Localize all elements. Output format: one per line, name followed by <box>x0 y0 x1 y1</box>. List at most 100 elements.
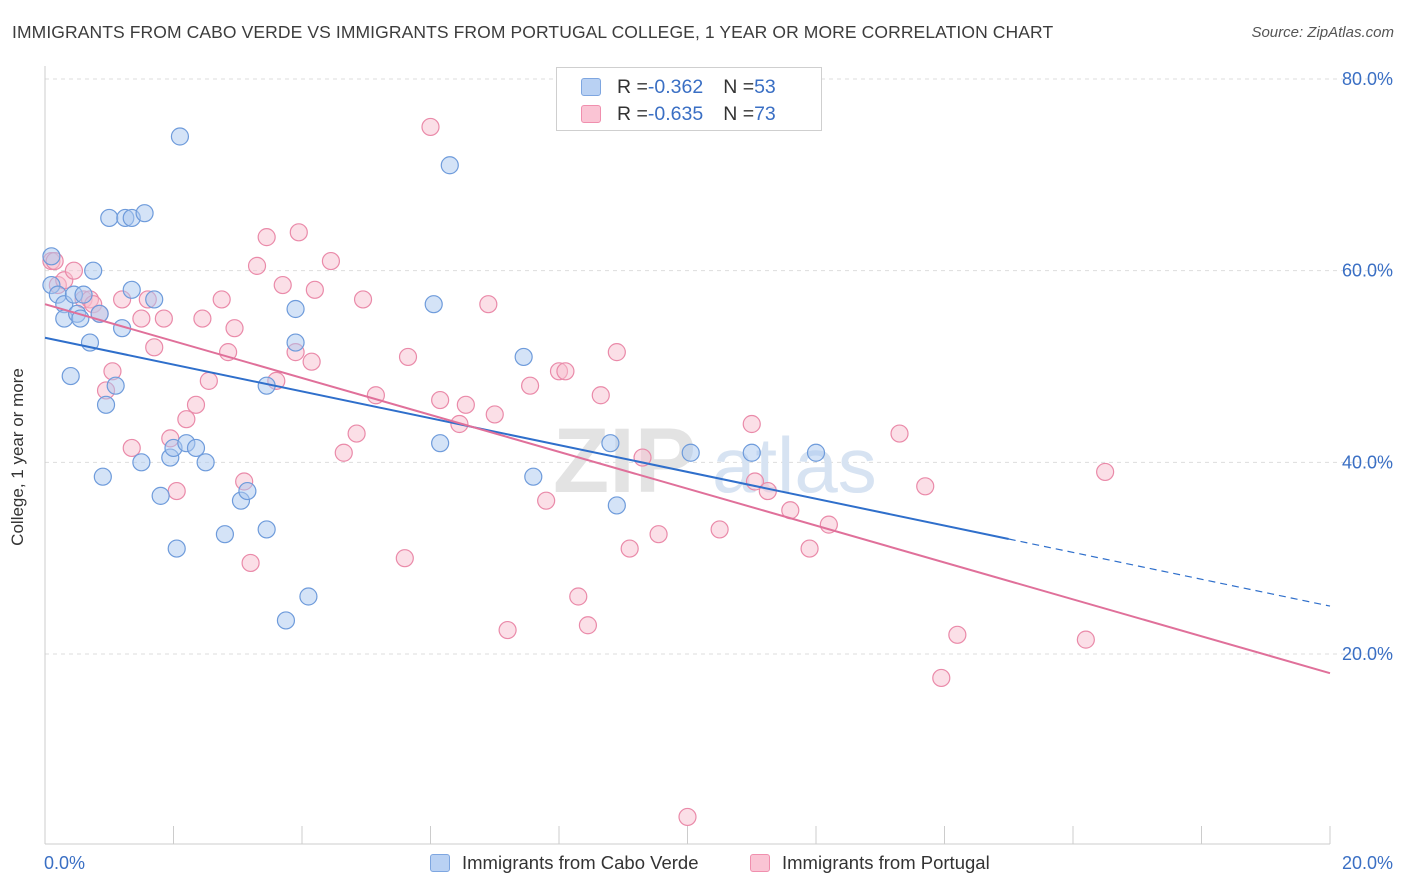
portugal-point <box>498 620 517 640</box>
portugal-point <box>289 223 308 242</box>
portugal-point <box>569 587 588 606</box>
cabo-verde-point <box>196 453 215 472</box>
cabo-verde-point <box>145 290 164 309</box>
x-tick-label: 20.0% <box>1342 853 1393 873</box>
portugal-point <box>485 405 504 424</box>
source-credit: Source: ZipAtlas.com <box>1251 24 1394 41</box>
cabo-verde-point <box>742 443 761 462</box>
axes <box>44 66 1331 845</box>
cabo-verde-point <box>96 395 116 414</box>
portugal-point <box>225 319 244 338</box>
portugal-point <box>578 616 598 635</box>
legend-n-label: N = <box>723 75 755 98</box>
portugal-point <box>334 443 353 462</box>
y-axis-label: College, 1 year or more <box>8 368 27 546</box>
cabo-verde-point <box>514 347 533 367</box>
legend-item-cabo-verde[interactable]: Immigrants from Cabo Verde <box>430 852 698 874</box>
portugal-point <box>247 256 267 275</box>
portugal-point <box>241 553 260 573</box>
cabo-verde-point <box>93 467 112 486</box>
portugal-point <box>932 668 951 688</box>
legend-row-cabo-verde: R = -0.362 N = 53 <box>581 75 776 99</box>
portugal-point <box>193 309 212 328</box>
cabo-verde-point <box>299 587 318 606</box>
portugal-point <box>520 376 540 395</box>
cabo-verde-point <box>681 443 700 462</box>
portugal-point <box>132 309 151 328</box>
portugal-point <box>607 343 626 362</box>
cabo-verde-point <box>167 539 186 558</box>
legend-r-value: -0.635 <box>647 102 704 125</box>
legend-swatch-blue <box>430 854 450 872</box>
portugal-point <box>916 477 935 496</box>
trend-lines <box>44 303 1331 675</box>
cabo-verde-point <box>61 366 80 386</box>
cabo-verde-point <box>238 481 257 501</box>
portugal-point <box>1096 462 1115 482</box>
cabo-verde-point <box>170 127 190 146</box>
cabo-verde-point <box>71 309 90 328</box>
legend-swatch-blue <box>581 78 601 96</box>
legend-label: Immigrants from Portugal <box>782 852 990 873</box>
portugal-point <box>948 625 967 644</box>
y-tick-label: 60.0% <box>1342 261 1393 281</box>
cabo-verde-point <box>601 434 620 453</box>
cabo-verde-point <box>122 280 141 299</box>
cabo-verde-point <box>431 434 450 453</box>
portugal-point <box>154 309 173 328</box>
portugal-point <box>212 290 231 309</box>
legend-n-value: 53 <box>754 75 776 98</box>
portugal-point <box>620 539 639 558</box>
portugal-point <box>398 347 418 367</box>
legend-swatch-pink <box>750 854 770 872</box>
portugal-point <box>456 395 475 414</box>
cabo-verde-point <box>186 438 206 458</box>
watermark-zip: ZIP <box>553 410 696 512</box>
chart-title: IMMIGRANTS FROM CABO VERDE VS IMMIGRANTS… <box>12 22 1054 42</box>
portugal-point <box>302 352 321 371</box>
cabo-verde-point <box>151 486 170 505</box>
portugal-point <box>145 338 164 357</box>
portugal-point <box>353 290 373 309</box>
legend-item-portugal[interactable]: Immigrants from Portugal <box>750 852 990 874</box>
portugal-point <box>305 280 324 299</box>
legend-r-label: R = <box>617 75 648 98</box>
portugal-point <box>199 371 218 390</box>
cabo-verde-trend-extension <box>1008 538 1331 607</box>
portugal-point <box>890 424 909 443</box>
portugal-point <box>678 807 697 827</box>
portugal-point <box>800 539 819 558</box>
legend-n-value: 73 <box>754 102 776 125</box>
y-tick-label: 80.0% <box>1342 69 1393 89</box>
portugal-point <box>177 410 196 429</box>
stats-legend: R = -0.362 N = 53 R = -0.635 N = 73 <box>556 67 822 131</box>
portugal-point <box>273 275 292 295</box>
portugal-point <box>431 390 450 410</box>
portugal-point <box>167 481 186 501</box>
cabo-verde-point <box>806 443 826 462</box>
cabo-verde-point <box>106 376 125 395</box>
cabo-verde-point <box>607 496 626 515</box>
watermark: ZIP atlas <box>553 410 877 512</box>
portugal-point <box>710 520 729 539</box>
cabo-verde-point <box>276 611 296 630</box>
cabo-verde-point <box>84 261 103 280</box>
portugal-point <box>395 549 414 568</box>
legend-label: Immigrants from Cabo Verde <box>462 852 699 873</box>
legend-r-label: R = <box>617 102 648 125</box>
cabo-verde-point <box>74 285 93 304</box>
legend-n-label: N = <box>723 102 755 125</box>
portugal-point <box>649 525 668 544</box>
portugal-trend-line <box>44 303 1331 675</box>
cabo-verde-point <box>132 453 151 472</box>
portugal-point <box>64 261 84 280</box>
portugal-point <box>122 438 141 458</box>
tick-labels: 20.0% 40.0% 60.0% 80.0% 0.0% 20.0% <box>44 69 1393 873</box>
watermark-atlas: atlas <box>712 421 877 509</box>
grid-lines <box>45 78 1392 655</box>
portugal-point <box>556 362 575 381</box>
y-tick-label: 40.0% <box>1342 452 1393 472</box>
portugal-points <box>42 117 1115 827</box>
series-legend: Immigrants from Cabo Verde Immigrants fr… <box>0 852 1406 876</box>
cabo-verde-point <box>100 208 119 228</box>
